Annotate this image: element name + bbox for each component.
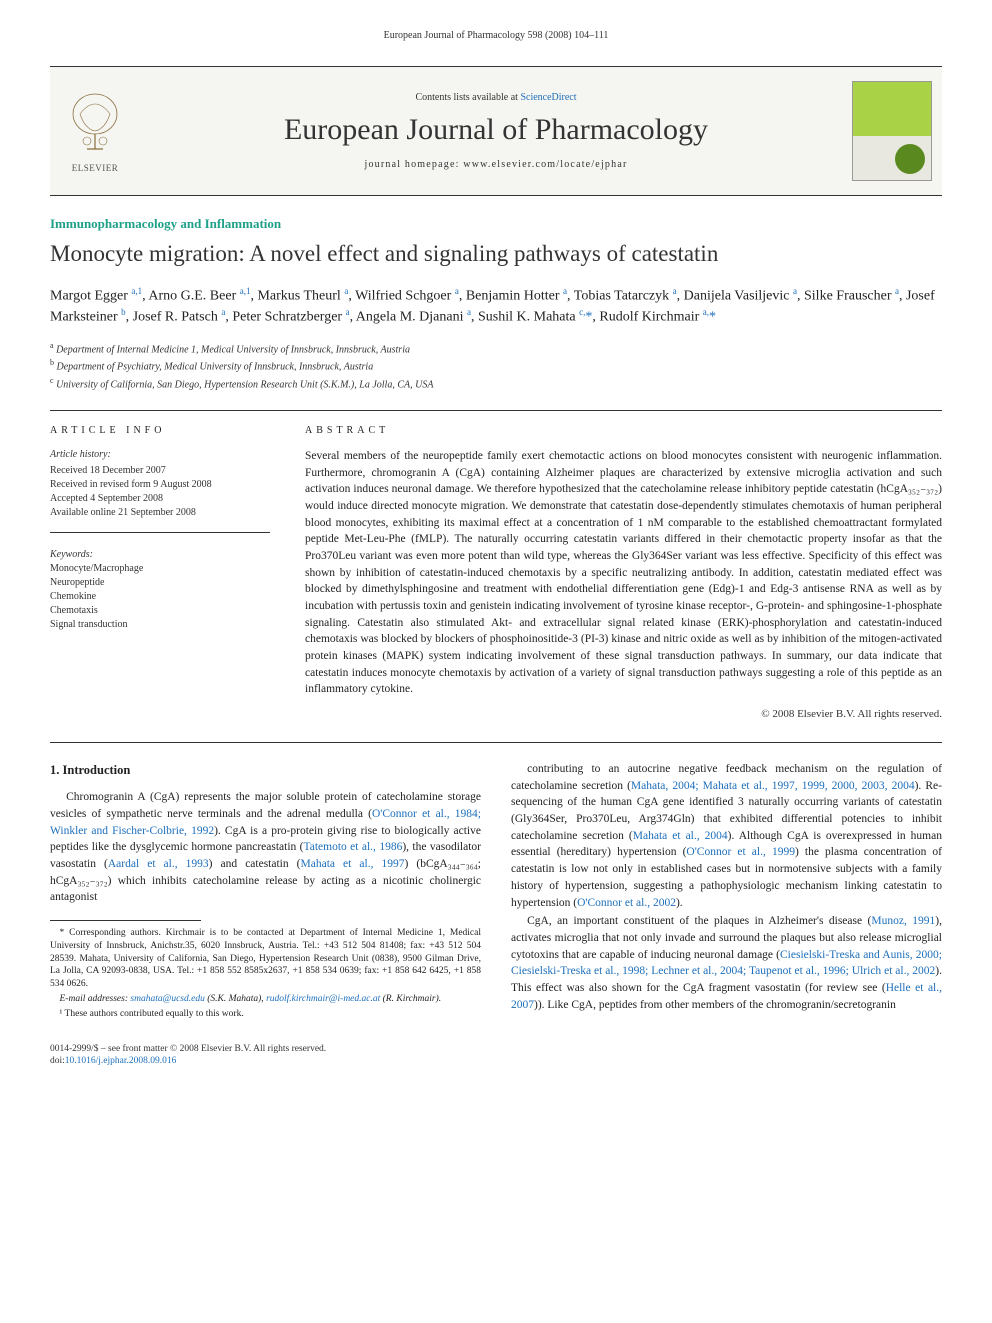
text: CgA, an important constituent of the pla… [527, 915, 871, 927]
front-matter-line: 0014-2999/$ – see front matter © 2008 El… [50, 1043, 942, 1055]
intro-p3: CgA, an important constituent of the pla… [511, 913, 942, 1013]
elsevier-label: ELSEVIER [72, 163, 119, 173]
history-line: Accepted 4 September 2008 [50, 492, 270, 506]
body-separator [50, 742, 942, 743]
running-header: European Journal of Pharmacology 598 (20… [50, 30, 942, 41]
abstract-heading: abstract [305, 425, 942, 436]
article-history: Article history: Received 18 December 20… [50, 448, 270, 533]
elsevier-tree-icon [65, 89, 125, 159]
authors-list: Margot Egger a,1, Arno G.E. Beer a,1, Ma… [50, 285, 942, 328]
intro-p1: Chromogranin A (CgA) represents the majo… [50, 789, 481, 906]
homepage-url: www.elsevier.com/locate/ejphar [463, 159, 627, 170]
keyword: Neuropeptide [50, 576, 270, 590]
contents-line: Contents lists available at ScienceDirec… [160, 92, 832, 103]
equal-contrib-footnote: ¹ These authors contributed equally to t… [50, 1008, 481, 1021]
doi-label: doi: [50, 1056, 65, 1066]
history-line: Available online 21 September 2008 [50, 506, 270, 520]
ref-link[interactable]: Mahata, 2004; Mahata et al., 1997, 1999,… [631, 780, 915, 792]
history-line: Received 18 December 2007 [50, 464, 270, 478]
sciencedirect-link[interactable]: ScienceDirect [520, 92, 576, 103]
history-line: Received in revised form 9 August 2008 [50, 478, 270, 492]
ref-link[interactable]: O'Connor et al., 2002 [577, 897, 676, 909]
journal-cover-thumb [852, 81, 932, 181]
elsevier-logo: ELSEVIER [50, 67, 140, 195]
keyword: Chemokine [50, 590, 270, 604]
affiliation-b: b Department of Psychiatry, Medical Univ… [50, 357, 942, 374]
ref-link[interactable]: O'Connor et al., 1999 [686, 846, 795, 858]
text: (R. Kirchmair). [380, 994, 441, 1004]
ref-link[interactable]: Aardal et al., 1993 [108, 858, 209, 870]
text: ). [676, 897, 683, 909]
abstract-text: Several members of the neuropeptide fami… [305, 448, 942, 698]
intro-p2: contributing to an autocrine negative fe… [511, 761, 942, 911]
homepage-prefix: journal homepage: [364, 159, 463, 170]
affiliations: a Department of Internal Medicine 1, Med… [50, 340, 942, 392]
ref-link[interactable]: Munoz, 1991 [871, 915, 935, 927]
abstract-col: abstract Several members of the neuropep… [305, 425, 942, 720]
keywords-label: Keywords: [50, 549, 270, 560]
ref-link[interactable]: Tatemoto et al., 1986 [304, 841, 403, 853]
keyword: Chemotaxis [50, 604, 270, 618]
bottom-meta: 0014-2999/$ – see front matter © 2008 El… [50, 1043, 942, 1068]
footnotes: * Corresponding authors. Kirchmair is to… [50, 927, 481, 1021]
text: ) and catestatin ( [209, 858, 301, 870]
info-abstract-row: article info Article history: Received 1… [50, 410, 942, 720]
ref-link[interactable]: Mahata et al., 2004 [633, 830, 728, 842]
contents-prefix: Contents lists available at [415, 92, 520, 103]
corresponding-footnote: * Corresponding authors. Kirchmair is to… [50, 927, 481, 991]
banner-center: Contents lists available at ScienceDirec… [140, 82, 852, 180]
article-info-col: article info Article history: Received 1… [50, 425, 270, 720]
affiliation-a: a Department of Internal Medicine 1, Med… [50, 340, 942, 357]
email-link[interactable]: smahata@ucsd.edu [130, 994, 204, 1004]
email-footnote: E-mail addresses: smahata@ucsd.edu (S.K.… [50, 993, 481, 1006]
abstract-copyright: © 2008 Elsevier B.V. All rights reserved… [305, 708, 942, 720]
ref-link[interactable]: Mahata et al., 1997 [301, 858, 405, 870]
footnote-rule [50, 920, 201, 921]
email-link[interactable]: rudolf.kirchmair@i-med.ac.at [266, 994, 380, 1004]
keywords-list: Monocyte/Macrophage Neuropeptide Chemoki… [50, 562, 270, 632]
text: (S.K. Mahata), [205, 994, 266, 1004]
journal-name: European Journal of Pharmacology [160, 113, 832, 147]
intro-heading: 1. Introduction [50, 761, 481, 779]
doi-link[interactable]: 10.1016/j.ejphar.2008.09.016 [65, 1056, 177, 1066]
homepage-line: journal homepage: www.elsevier.com/locat… [160, 159, 832, 170]
article-info-heading: article info [50, 425, 270, 436]
section-label: Immunopharmacology and Inflammation [50, 216, 942, 232]
history-label: Article history: [50, 448, 270, 462]
email-label: E-mail addresses: [60, 994, 131, 1004]
keyword: Signal transduction [50, 618, 270, 632]
journal-banner: ELSEVIER Contents lists available at Sci… [50, 66, 942, 196]
body-two-columns: 1. Introduction Chromogranin A (CgA) rep… [50, 761, 942, 1023]
article-title: Monocyte migration: A novel effect and s… [50, 240, 942, 269]
affiliation-c: c University of California, San Diego, H… [50, 375, 942, 392]
keyword: Monocyte/Macrophage [50, 562, 270, 576]
text: )). Like CgA, peptides from other member… [534, 999, 896, 1011]
doi-line: doi:10.1016/j.ejphar.2008.09.016 [50, 1055, 942, 1067]
